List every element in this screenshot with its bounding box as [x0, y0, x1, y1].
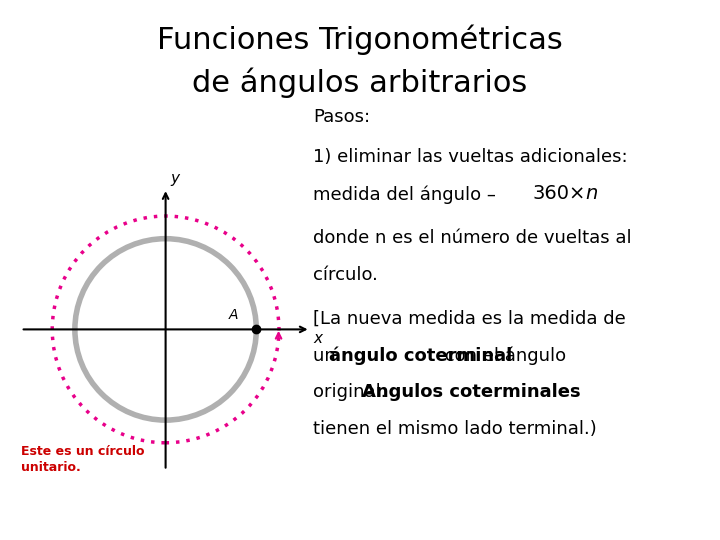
Text: Funciones Trigonométricas: Funciones Trigonométricas	[157, 24, 563, 55]
Text: 360×: 360×	[533, 184, 586, 203]
Text: con el ángulo: con el ángulo	[439, 347, 567, 365]
Text: Angulos coterminales: Angulos coterminales	[362, 383, 581, 401]
Text: donde n es el número de vueltas al: donde n es el número de vueltas al	[313, 229, 632, 247]
Text: n: n	[585, 184, 598, 203]
Text: y: y	[171, 171, 180, 186]
Text: tienen el mismo lado terminal.): tienen el mismo lado terminal.)	[313, 420, 597, 438]
Text: Este es un círculo
unitario.: Este es un círculo unitario.	[21, 446, 144, 474]
Text: ángulo coterminal: ángulo coterminal	[329, 347, 513, 365]
Text: x: x	[313, 330, 322, 346]
Text: original.: original.	[313, 383, 392, 401]
Text: [La nueva medida es la medida de: [La nueva medida es la medida de	[313, 310, 626, 328]
Text: de ángulos arbitrarios: de ángulos arbitrarios	[192, 68, 528, 98]
Text: medida del ángulo –: medida del ángulo –	[313, 185, 508, 204]
Text: Pasos:: Pasos:	[313, 108, 370, 126]
Text: 1) eliminar las vueltas adicionales:: 1) eliminar las vueltas adicionales:	[313, 148, 628, 166]
Text: A: A	[229, 308, 238, 322]
Text: círculo.: círculo.	[313, 266, 378, 284]
Text: un: un	[313, 347, 342, 364]
